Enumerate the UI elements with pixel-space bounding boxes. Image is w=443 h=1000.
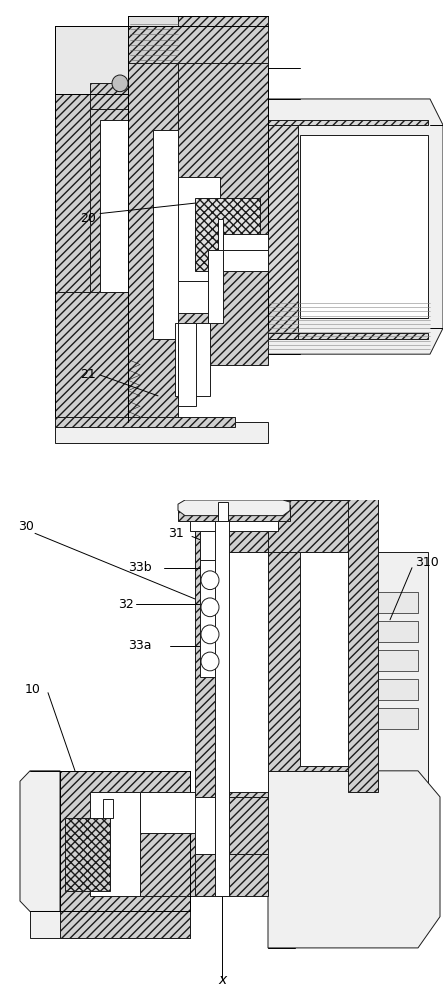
Bar [178,177,220,281]
Bar [90,792,140,896]
Text: 21: 21 [80,368,96,381]
Bar [268,552,428,792]
Circle shape [201,625,219,644]
Bar [178,62,268,365]
Polygon shape [178,500,290,516]
Bar [60,771,190,911]
Bar [268,552,348,771]
Bar [268,120,428,125]
Bar [55,26,128,94]
Bar [128,16,268,62]
Bar [60,911,190,938]
Circle shape [201,652,219,671]
Bar [200,552,222,677]
Bar [300,135,428,318]
Bar [55,94,128,292]
Bar [175,323,210,396]
Bar [222,797,268,854]
Bar [55,417,235,427]
Text: 20: 20 [80,212,96,225]
Text: 32: 32 [118,598,134,611]
Circle shape [201,598,219,617]
Bar [278,708,418,729]
Bar [65,818,110,891]
Bar [268,500,348,552]
Text: x: x [218,974,226,988]
Bar [140,792,195,833]
Bar [195,198,260,271]
Polygon shape [268,771,440,948]
Bar [128,16,178,26]
Bar [222,552,268,792]
Circle shape [201,571,219,590]
Bar [195,500,268,797]
Bar [153,130,178,339]
Bar [178,323,196,406]
Text: 30: 30 [18,520,34,533]
Bar [30,911,190,938]
Text: 310: 310 [415,556,439,569]
Bar [223,234,268,250]
Bar [55,292,128,422]
Text: 31: 31 [168,527,184,540]
Bar [208,250,223,323]
Bar [278,679,418,700]
Bar [128,31,178,427]
Bar [103,799,113,818]
Bar [268,333,428,339]
Bar [90,104,128,328]
Bar [268,333,298,339]
Polygon shape [268,99,443,354]
Bar [100,120,128,292]
Bar [222,521,268,552]
Bar [178,505,290,521]
Bar [223,250,268,271]
Bar [55,422,268,443]
Bar [140,833,195,896]
Bar [348,344,378,792]
Bar [215,521,229,896]
Bar [278,621,418,642]
Text: 33a: 33a [128,639,152,652]
Bar [278,592,418,612]
Circle shape [112,75,128,92]
Bar [300,552,348,766]
Bar [218,502,228,521]
Bar [190,521,278,531]
Bar [268,125,298,333]
Bar [90,83,128,109]
Bar [178,281,208,312]
Bar [278,650,418,671]
Text: 33b: 33b [128,561,152,574]
Text: 10: 10 [25,683,41,696]
Bar [200,531,222,560]
Bar [218,219,223,250]
Polygon shape [20,771,60,911]
Bar [195,854,268,896]
